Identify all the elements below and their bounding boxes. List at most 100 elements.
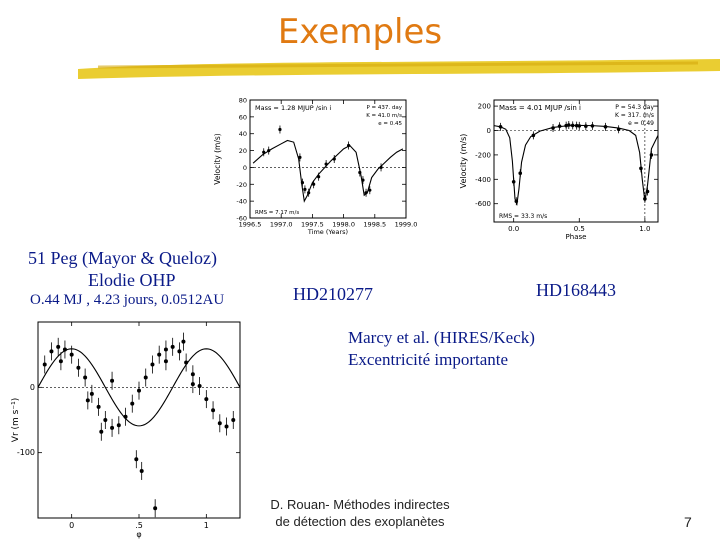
data-point [69, 352, 74, 357]
data-point [584, 124, 588, 129]
data-point [190, 372, 195, 377]
orbit-parameter: e = 0.45 [378, 121, 402, 127]
data-point [518, 171, 523, 175]
data-point [317, 175, 321, 179]
data-point [143, 375, 148, 380]
data-point [566, 123, 571, 127]
y-tick-label: -40 [236, 198, 247, 206]
y-tick-label: 0 [243, 164, 247, 172]
data-point [110, 378, 115, 383]
chart-hd210277: -60 -40 -20 0 20 40 60 80 1996.5 1997.0 1997.5 1998… [213, 97, 418, 237]
y-tick-label: 20 [239, 147, 247, 155]
data-point [231, 418, 236, 422]
data-point [103, 418, 108, 422]
x-tick-label: 1998.5 [363, 221, 386, 229]
slide-title: Exemples [277, 12, 443, 52]
x-tick-label: 1997.0 [270, 221, 293, 229]
footer-subject: de détection des exoplanètes [275, 514, 445, 529]
y-tick-label: -200 [475, 151, 491, 159]
data-point [514, 199, 519, 204]
x-tick-label: 1998.0 [332, 221, 355, 229]
page-number: 7 [684, 514, 692, 530]
data-point [570, 123, 575, 128]
data-point [298, 155, 302, 159]
x-tick-label: 0.0 [508, 225, 519, 233]
y-axis-label: Vr (m s⁻¹) [11, 398, 21, 442]
data-point [639, 166, 643, 171]
data-point [557, 124, 562, 129]
data-point [577, 124, 582, 128]
y-tick-label: 80 [239, 97, 247, 105]
label-hd210277: HD210277 [293, 284, 373, 304]
data-point [368, 188, 372, 192]
data-point [190, 382, 195, 387]
data-point [123, 414, 128, 419]
data-point [58, 359, 63, 364]
x-tick-label: 1997.5 [301, 221, 324, 229]
chart-51peg: -100 0 0 .5 1 φ Vr (m s⁻¹) [11, 321, 241, 539]
y-tick-label: 40 [239, 130, 247, 138]
data-point [590, 124, 595, 128]
x-tick-label: 1999.0 [395, 221, 418, 229]
x-tick-label: 1996.5 [239, 221, 262, 229]
x-tick-label: 1.0 [639, 225, 650, 233]
data-point [498, 125, 503, 129]
data-point [130, 401, 135, 406]
data-point [157, 352, 162, 357]
chart-hd168443: -600 -400 -200 0 200 0.0 0.5 1.0 Phase Velocity (… [459, 99, 659, 241]
plot-frame [249, 99, 407, 219]
data-point [134, 457, 139, 462]
data-point [346, 143, 351, 148]
title-underline-brush [78, 59, 720, 79]
data-point [211, 408, 216, 413]
data-point [603, 125, 608, 129]
rms-annotation: RMS = 7.17 m/s [255, 210, 299, 216]
rms-annotation: RMS = 33.3 m/s [499, 213, 547, 220]
y-tick-label: -60 [236, 215, 247, 223]
y-tick-label: -600 [475, 200, 491, 208]
plot-frame [493, 99, 659, 223]
y-tick-label: 200 [478, 103, 491, 111]
data-point [42, 362, 47, 367]
data-point [364, 191, 368, 195]
data-point [531, 133, 536, 138]
data-point [150, 362, 155, 367]
y-tick-label: 0 [487, 127, 491, 135]
data-point [177, 349, 182, 354]
plot-frame [37, 321, 241, 519]
data-point [574, 123, 579, 128]
data-point [85, 398, 90, 403]
data-point [616, 127, 621, 132]
data-point [358, 170, 362, 175]
x-tick-label: 0 [69, 521, 74, 530]
data-point [204, 397, 209, 402]
data-point [643, 197, 647, 201]
data-point [49, 349, 54, 354]
footer-author: D. Rouan- Méthodes indirectes [270, 497, 450, 512]
data-point [184, 360, 189, 365]
y-axis-label: Velocity (m/s) [213, 133, 222, 184]
model-curve [493, 124, 659, 206]
caption-51peg-params: O.44 MJ , 4.23 jours, 0.0512AU [30, 292, 225, 308]
y-axis-label: Velocity (m/s) [459, 134, 468, 189]
x-tick-label: 0.5 [574, 225, 585, 233]
mass-annotation: Mass = 4.01 MJUP /sin i [499, 104, 581, 112]
orbit-parameter: e = 0.49 [628, 120, 654, 127]
data-point [99, 429, 104, 434]
orbit-parameter: K = 317. m/s [615, 112, 654, 119]
data-point [89, 391, 94, 396]
data-point [361, 178, 365, 182]
data-point [110, 425, 115, 430]
data-point [62, 347, 67, 352]
data-point [300, 181, 305, 185]
data-point [137, 388, 141, 393]
x-axis-label: Time (Years) [307, 228, 348, 236]
y-tick-label: -20 [236, 181, 247, 189]
data-point [139, 468, 144, 473]
data-point [170, 344, 175, 349]
data-point [163, 359, 168, 364]
data-point [56, 344, 61, 349]
data-point [262, 150, 266, 154]
marcy-note: Excentricité importante [348, 350, 509, 369]
caption-51peg-title: 51 Peg (Mayor & Queloz) [28, 248, 217, 268]
